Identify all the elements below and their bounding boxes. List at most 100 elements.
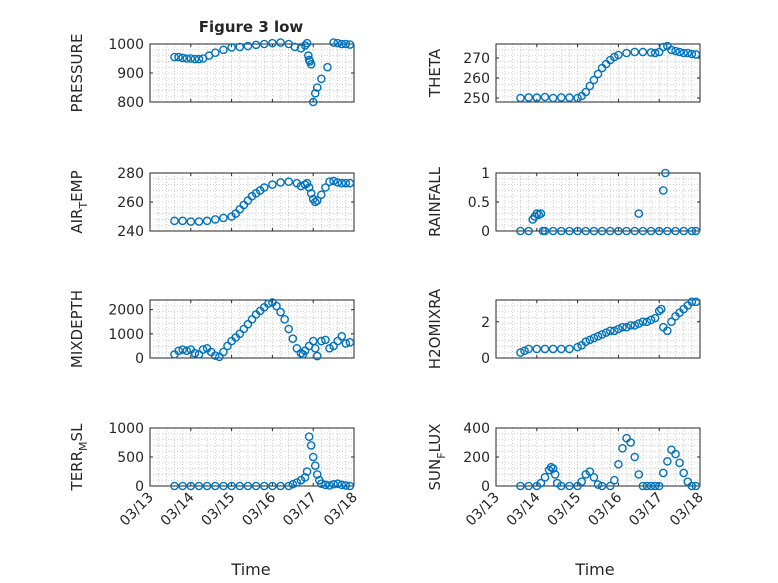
data-point xyxy=(210,48,220,58)
data-point xyxy=(589,226,599,236)
y-axis-label: PRESSURE xyxy=(68,34,86,113)
data-point xyxy=(276,481,285,491)
data-point xyxy=(540,92,550,102)
y-tick-label: 1000 xyxy=(108,327,144,343)
data-point xyxy=(321,480,330,490)
data-point xyxy=(182,54,192,63)
x-tick-label: 03/16 xyxy=(239,489,279,529)
data-point xyxy=(306,441,316,450)
data-point xyxy=(548,464,558,473)
data-point xyxy=(597,330,607,339)
y-axis-label-subscript: M xyxy=(77,441,90,451)
data-point xyxy=(556,481,566,491)
data-point xyxy=(646,48,656,57)
data-point xyxy=(646,226,656,236)
data-point xyxy=(300,472,310,482)
data-point xyxy=(243,41,253,51)
data-point xyxy=(630,226,640,236)
y-tick-label: 0 xyxy=(481,224,490,240)
data-point xyxy=(540,344,550,354)
y-tick-label: 240 xyxy=(117,224,144,240)
data-point xyxy=(516,481,525,491)
data-point xyxy=(654,306,664,316)
data-point xyxy=(304,183,314,192)
data-point xyxy=(614,459,623,469)
data-point xyxy=(272,301,281,311)
data-point xyxy=(667,45,676,55)
x-axis-label-right: Time xyxy=(574,560,614,579)
data-point xyxy=(337,331,347,341)
data-point xyxy=(634,319,644,328)
data-point xyxy=(656,304,666,314)
data-point xyxy=(691,297,701,307)
data-point xyxy=(658,468,668,478)
data-point xyxy=(671,449,680,459)
data-point xyxy=(210,351,220,360)
data-point xyxy=(337,480,347,490)
data-point xyxy=(585,467,595,476)
subplot-3: 240 260 280 AIRTEMP xyxy=(68,166,355,240)
data-point xyxy=(170,216,179,226)
data-point xyxy=(573,93,582,103)
y-tick-label: 0.5 xyxy=(468,195,490,211)
data-point xyxy=(546,462,556,472)
data-point xyxy=(524,226,533,236)
data-point xyxy=(219,45,228,55)
y-axis-label-subscript: F xyxy=(435,452,448,458)
y-tick-label: 1000 xyxy=(108,421,144,437)
data-point xyxy=(626,321,635,330)
data-point xyxy=(333,479,342,488)
data-point xyxy=(536,209,546,218)
data-point xyxy=(556,344,566,354)
data-point xyxy=(251,40,261,50)
data-point xyxy=(634,209,644,218)
data-point xyxy=(300,41,310,50)
data-point xyxy=(302,38,312,48)
data-point xyxy=(691,50,701,59)
data-point xyxy=(170,481,179,491)
data-point xyxy=(337,39,347,49)
x-tick-label: 03/15 xyxy=(199,490,239,530)
x-tick-label: 03/16 xyxy=(585,489,625,529)
data-point xyxy=(524,481,533,491)
data-point xyxy=(345,337,355,347)
data-point xyxy=(306,188,316,198)
data-point xyxy=(634,470,644,479)
data-point xyxy=(178,53,187,63)
data-point xyxy=(312,351,322,361)
y-tick-label: 200 xyxy=(463,450,490,466)
data-point xyxy=(622,322,631,332)
y-axis-label-part: AIR xyxy=(68,209,86,234)
data-point xyxy=(308,336,318,346)
data-point xyxy=(219,213,228,223)
data-point xyxy=(548,226,558,236)
data-point xyxy=(605,226,615,236)
data-point xyxy=(317,190,326,200)
y-tick-label: 250 xyxy=(463,91,490,107)
data-point xyxy=(329,38,338,47)
data-point xyxy=(687,49,697,59)
data-point xyxy=(683,48,693,58)
x-tick-label: 03/13 xyxy=(117,490,157,530)
data-point xyxy=(227,43,236,52)
data-point xyxy=(667,317,676,327)
data-point xyxy=(589,333,599,343)
data-point xyxy=(337,178,347,188)
data-point xyxy=(548,344,558,354)
data-point xyxy=(308,97,318,107)
data-point xyxy=(321,183,330,192)
x-tick-label: 03/14 xyxy=(504,489,544,529)
data-point xyxy=(536,478,546,488)
data-point xyxy=(691,481,701,491)
data-point xyxy=(268,180,277,189)
data-point xyxy=(618,443,627,453)
data-point xyxy=(605,481,615,491)
data-point xyxy=(247,315,257,324)
data-point xyxy=(548,93,558,103)
subplot-1: 800 900 1000 PRESSURE xyxy=(68,34,355,113)
data-point xyxy=(675,47,684,57)
data-point xyxy=(658,42,668,52)
x-tick-label: 03/18 xyxy=(321,490,361,530)
axes-box xyxy=(149,299,355,359)
